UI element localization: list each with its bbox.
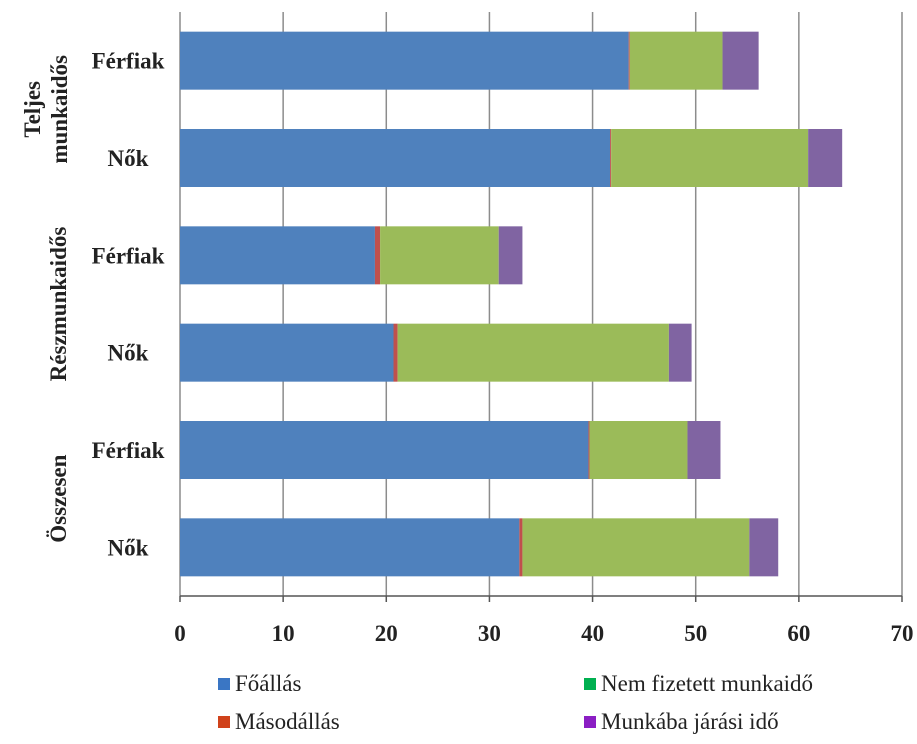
x-tick-label-2: 20 xyxy=(375,621,398,646)
bar-2-row-2 xyxy=(610,129,612,187)
group-label-1-line-1: Teljes xyxy=(20,81,45,138)
x-tick-label-5: 50 xyxy=(684,621,707,646)
x-tick-label-1: 10 xyxy=(272,621,295,646)
x-tick-label-0: 0 xyxy=(174,621,186,646)
bar-3-row-5 xyxy=(589,421,688,479)
bar-1-row-6 xyxy=(180,518,520,577)
bar-1-row-1 xyxy=(180,31,629,90)
bar-4-row-2 xyxy=(808,129,843,187)
category-label-2: Nők xyxy=(108,146,149,171)
x-tick-label-7: 70 xyxy=(891,621,914,646)
x-tick-label-4: 40 xyxy=(581,621,604,646)
x-tick-label-3: 30 xyxy=(478,621,501,646)
category-label-4: Nők xyxy=(108,341,149,366)
bar-4-row-3 xyxy=(498,226,523,285)
bar-1-row-5 xyxy=(180,421,589,479)
bar-2-row-5 xyxy=(588,421,590,479)
bar-3-row-2 xyxy=(611,129,809,187)
gridlines xyxy=(179,12,903,596)
category-label-1: Férfiak xyxy=(92,49,165,74)
category-label-3: Férfiak xyxy=(92,243,165,268)
bars xyxy=(180,31,843,577)
group-label-2-line-1: Részmunkaidős xyxy=(46,227,71,382)
bar-4-row-1 xyxy=(722,31,759,90)
bar-4-row-4 xyxy=(668,323,692,382)
bar-1-row-3 xyxy=(180,226,375,285)
bar-3-row-3 xyxy=(380,226,499,285)
group-label-1-line-2: munkaidős xyxy=(47,55,72,164)
bar-3-row-6 xyxy=(522,518,750,577)
category-label-6: Nők xyxy=(108,535,149,560)
group-labels: Teljes munkaidős Részmunkaidős Összesen xyxy=(20,55,72,543)
bar-1-row-2 xyxy=(180,129,611,187)
category-labels: Férfiak Nők Férfiak Nők Férfiak Nők xyxy=(92,49,165,561)
x-tick-label-6: 60 xyxy=(787,621,810,646)
bar-2-row-3 xyxy=(374,226,381,285)
bar-3-row-1 xyxy=(629,31,723,90)
bar-2-row-6 xyxy=(519,518,523,577)
bar-1-row-4 xyxy=(180,323,394,382)
x-axis: 0 10 20 30 40 50 60 70 xyxy=(174,595,914,646)
group-label-3-line-1: Összesen xyxy=(46,454,71,542)
bar-4-row-6 xyxy=(749,518,779,577)
bar-4-row-5 xyxy=(687,421,721,479)
bar-3-row-4 xyxy=(397,323,669,382)
bar-2-row-1 xyxy=(628,31,630,90)
bar-2-row-4 xyxy=(393,323,398,382)
category-label-5: Férfiak xyxy=(92,438,165,463)
